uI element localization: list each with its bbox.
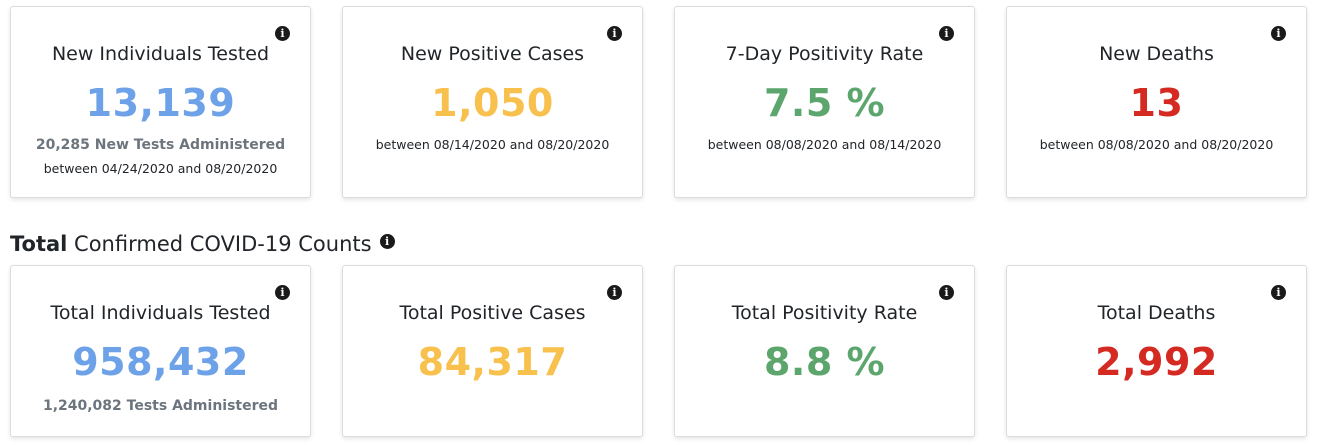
card-title: Total Positive Cases <box>399 302 586 324</box>
info-icon[interactable]: i <box>1271 285 1286 300</box>
info-icon[interactable]: i <box>379 233 395 249</box>
card-date-range: between 04/24/2020 and 08/20/2020 <box>43 161 278 176</box>
card-new-positive-cases: i New Positive Cases 1,050 between 08/14… <box>342 6 643 198</box>
card-value: 8.8 % <box>763 340 886 384</box>
card-new-individuals-tested: i New Individuals Tested 13,139 20,285 N… <box>10 6 311 198</box>
info-icon[interactable]: i <box>939 285 954 300</box>
info-icon[interactable]: i <box>607 285 622 300</box>
card-date-range: between 08/08/2020 and 08/20/2020 <box>1039 137 1274 152</box>
card-title: New Deaths <box>1099 43 1214 65</box>
info-icon[interactable]: i <box>275 26 290 41</box>
card-date-range: between 08/14/2020 and 08/20/2020 <box>375 137 610 152</box>
card-value: 1,050 <box>431 81 554 125</box>
heading-bold-text: Total <box>10 232 68 256</box>
card-value: 13 <box>1129 81 1184 125</box>
card-value: 13,139 <box>85 81 236 125</box>
card-new-deaths: i New Deaths 13 between 08/08/2020 and 0… <box>1006 6 1307 198</box>
card-subtext: 1,240,082 Tests Administered <box>42 398 279 414</box>
card-value: 84,317 <box>417 340 568 384</box>
info-icon[interactable]: i <box>1271 26 1286 41</box>
info-icon[interactable]: i <box>275 285 290 300</box>
card-total-individuals-tested: i Total Individuals Tested 958,432 1,240… <box>10 265 311 437</box>
card-total-deaths: i Total Deaths 2,992 <box>1006 265 1307 437</box>
card-title: New Positive Cases <box>400 43 585 65</box>
card-title: Total Deaths <box>1097 302 1216 324</box>
card-value: 7.5 % <box>763 81 886 125</box>
card-value: 2,992 <box>1095 340 1218 384</box>
card-title: Total Positivity Rate <box>731 302 918 324</box>
section-heading-totals: Total Confirmed COVID-19 Counts i <box>10 232 395 256</box>
card-date-range: between 08/08/2020 and 08/14/2020 <box>707 137 942 152</box>
heading-text: Confirmed COVID-19 Counts <box>67 232 372 256</box>
card-total-positivity-rate: i Total Positivity Rate 8.8 % <box>674 265 975 437</box>
card-title: Total Individuals Tested <box>50 302 271 324</box>
card-title: 7-Day Positivity Rate <box>725 43 924 65</box>
card-7-day-positivity-rate: i 7-Day Positivity Rate 7.5 % between 08… <box>674 6 975 198</box>
card-title: New Individuals Tested <box>51 43 270 65</box>
info-icon[interactable]: i <box>607 26 622 41</box>
card-total-positive-cases: i Total Positive Cases 84,317 <box>342 265 643 437</box>
card-value: 958,432 <box>72 340 249 384</box>
info-icon[interactable]: i <box>939 26 954 41</box>
card-subtext: 20,285 New Tests Administered <box>35 137 286 153</box>
